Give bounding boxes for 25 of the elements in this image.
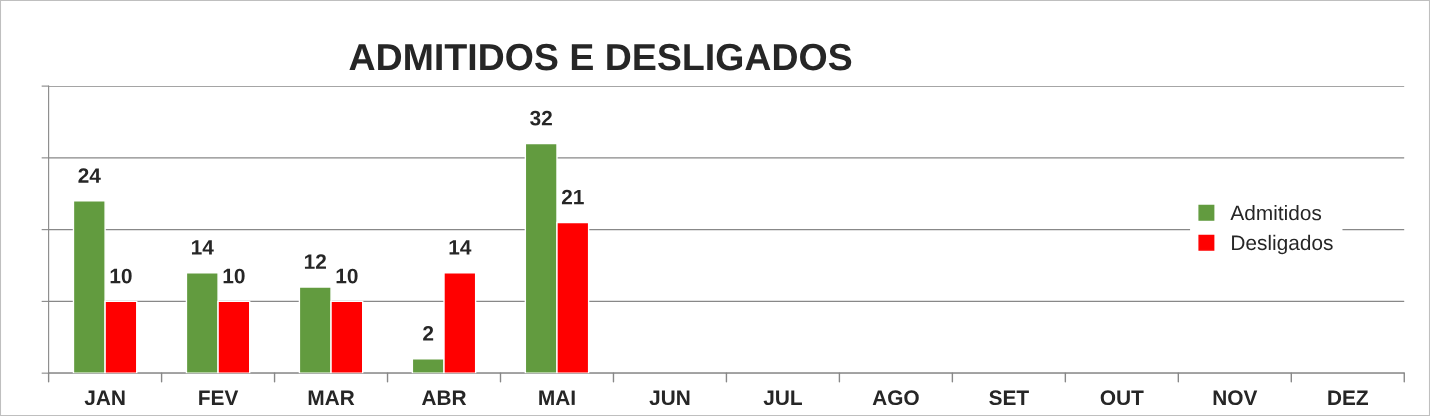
data-label: 14 — [191, 240, 214, 255]
data-label: 12 — [304, 254, 326, 269]
chart-title: ADMITIDOS E DESLIGADOS — [349, 43, 852, 71]
x-tick-label: MAI — [539, 390, 575, 405]
data-label: 2 — [423, 326, 434, 341]
data-label: 10 — [336, 268, 358, 284]
legend-label: Admitidos — [1230, 205, 1322, 221]
x-tick-label: JUN — [649, 390, 690, 406]
x-tick-label: FEV — [199, 390, 239, 405]
data-label: 21 — [561, 189, 584, 205]
x-tick-label: AGO — [872, 390, 919, 406]
x-tick-label: OUT — [1100, 390, 1144, 406]
data-label: 32 — [530, 110, 552, 126]
x-tick-label: ABR — [421, 390, 467, 405]
data-label: 24 — [78, 168, 101, 183]
x-tick-label: MAR — [308, 390, 355, 405]
x-tick-label: SET — [989, 390, 1029, 406]
x-tick-label: JUL — [763, 390, 802, 406]
x-tick-label: JAN — [84, 390, 125, 406]
x-tick-label: DEZ — [1328, 390, 1369, 405]
legend-label: Desligados — [1232, 234, 1333, 255]
data-label: 10 — [223, 268, 245, 284]
x-tick-label: NOV — [1213, 390, 1258, 406]
data-label: 10 — [110, 268, 132, 284]
data-label: 14 — [449, 240, 472, 255]
